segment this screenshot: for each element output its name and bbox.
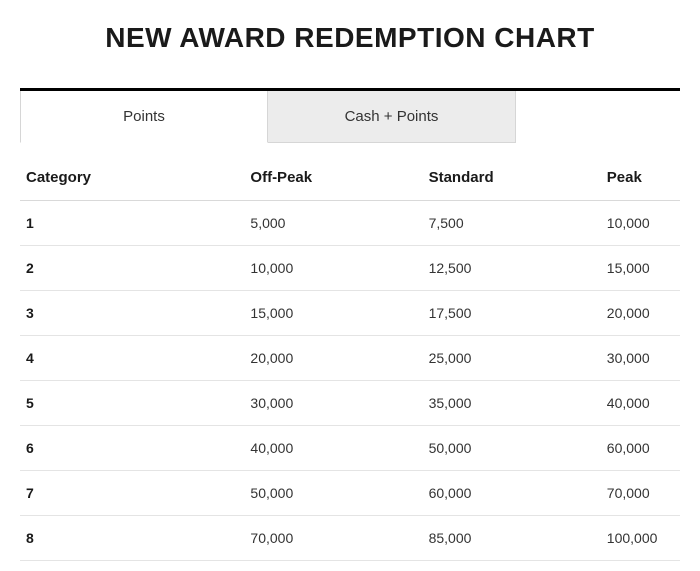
cell-value: 20,000 <box>601 291 680 336</box>
col-off-peak: Off-Peak <box>244 161 422 201</box>
tab-cash-points[interactable]: Cash + Points <box>268 91 516 143</box>
cell-value: 35,000 <box>423 381 601 426</box>
table-row: 420,00025,00030,000 <box>20 336 680 381</box>
cell-value: 10,000 <box>601 201 680 246</box>
cell-category: 1 <box>20 201 244 246</box>
redemption-table: Category Off-Peak Standard Peak 15,0007,… <box>20 161 680 561</box>
cell-value: 40,000 <box>601 381 680 426</box>
cell-value: 30,000 <box>244 381 422 426</box>
cell-category: 2 <box>20 246 244 291</box>
cell-value: 85,000 <box>423 516 601 561</box>
table-row: 870,00085,000100,000 <box>20 516 680 561</box>
table-row: 210,00012,50015,000 <box>20 246 680 291</box>
cell-category: 5 <box>20 381 244 426</box>
table-header-row: Category Off-Peak Standard Peak <box>20 161 680 201</box>
cell-category: 3 <box>20 291 244 336</box>
page-container: NEW AWARD REDEMPTION CHART Points Cash +… <box>0 0 700 561</box>
col-category: Category <box>20 161 244 201</box>
cell-value: 50,000 <box>244 471 422 516</box>
cell-category: 4 <box>20 336 244 381</box>
cell-value: 12,500 <box>423 246 601 291</box>
cell-value: 100,000 <box>601 516 680 561</box>
cell-category: 6 <box>20 426 244 471</box>
cell-value: 60,000 <box>423 471 601 516</box>
cell-category: 7 <box>20 471 244 516</box>
cell-value: 25,000 <box>423 336 601 381</box>
cell-value: 17,500 <box>423 291 601 336</box>
table-row: 315,00017,50020,000 <box>20 291 680 336</box>
page-title: NEW AWARD REDEMPTION CHART <box>20 22 680 54</box>
table-row: 750,00060,00070,000 <box>20 471 680 516</box>
cell-value: 5,000 <box>244 201 422 246</box>
cell-value: 15,000 <box>601 246 680 291</box>
col-standard: Standard <box>423 161 601 201</box>
table-row: 15,0007,50010,000 <box>20 201 680 246</box>
cell-value: 50,000 <box>423 426 601 471</box>
tab-points[interactable]: Points <box>20 91 268 143</box>
table-row: 640,00050,00060,000 <box>20 426 680 471</box>
cell-category: 8 <box>20 516 244 561</box>
cell-value: 60,000 <box>601 426 680 471</box>
cell-value: 15,000 <box>244 291 422 336</box>
col-peak: Peak <box>601 161 680 201</box>
cell-value: 30,000 <box>601 336 680 381</box>
cell-value: 70,000 <box>601 471 680 516</box>
cell-value: 20,000 <box>244 336 422 381</box>
tab-bar: Points Cash + Points <box>20 88 680 143</box>
cell-value: 70,000 <box>244 516 422 561</box>
cell-value: 10,000 <box>244 246 422 291</box>
cell-value: 40,000 <box>244 426 422 471</box>
table-row: 530,00035,00040,000 <box>20 381 680 426</box>
cell-value: 7,500 <box>423 201 601 246</box>
